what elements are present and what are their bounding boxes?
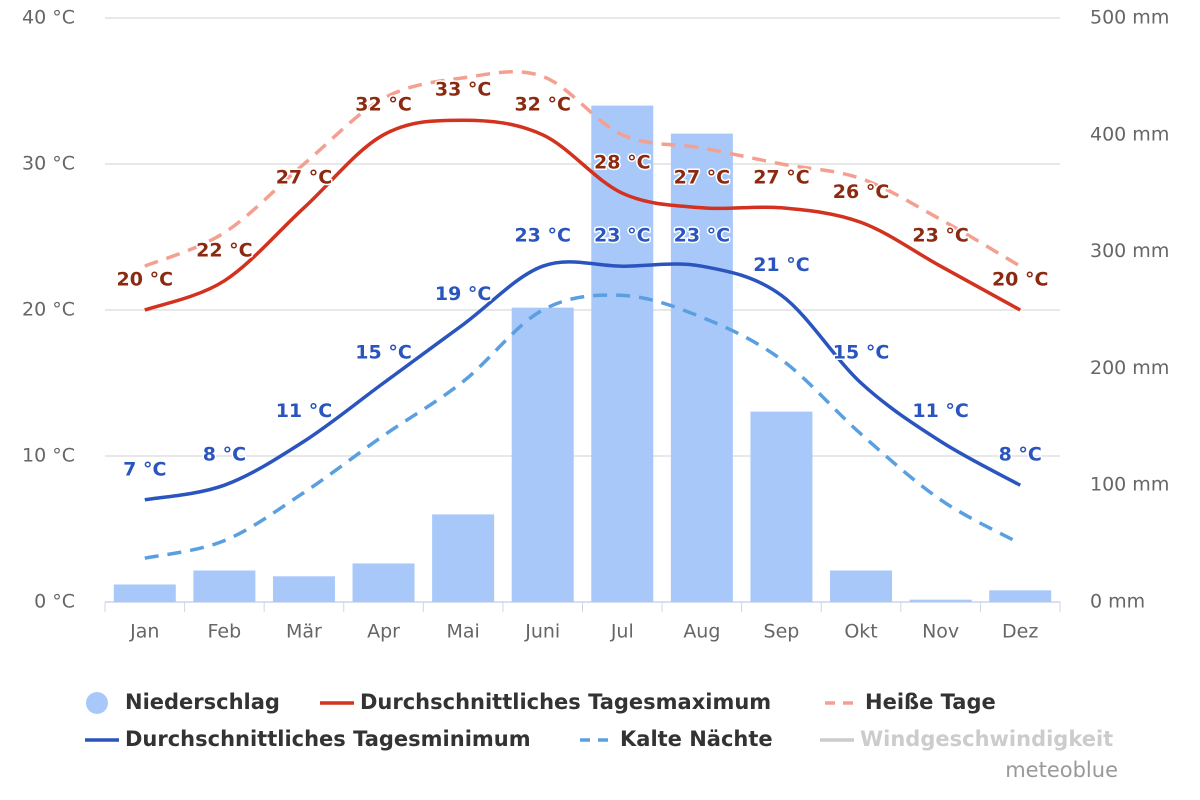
- data-label: 11 °C: [276, 400, 333, 422]
- x-tick-label: Dez: [1002, 621, 1038, 643]
- data-label: 32 °C: [514, 93, 571, 115]
- x-tick-label: Jan: [129, 621, 159, 643]
- x-tick-label: Mai: [446, 621, 479, 643]
- data-label: 32 °C: [355, 93, 412, 115]
- y-tick-label: 30 °C: [22, 153, 75, 175]
- data-label: 23 °C: [674, 225, 731, 247]
- data-label: 11 °C: [912, 400, 969, 422]
- data-label: 7 °C: [123, 458, 166, 480]
- legend-label: Niederschlag: [125, 690, 280, 714]
- data-label: 19 °C: [435, 283, 492, 305]
- data-label: 28 °C: [594, 152, 651, 174]
- bar: [272, 576, 335, 602]
- data-label: 27 °C: [276, 166, 333, 188]
- x-tick-label: Aug: [683, 621, 720, 643]
- y-tick-label: 0 °C: [34, 591, 75, 613]
- line: [144, 260, 1022, 502]
- y2-tick-label: 200 mm: [1090, 357, 1169, 379]
- legend-item[interactable]: Durchschnittliches Tagesmaximum: [320, 690, 771, 714]
- x-tick-label: Nov: [922, 621, 959, 643]
- bar: [591, 105, 654, 602]
- legend-item[interactable]: Durchschnittliches Tagesminimum: [85, 727, 531, 751]
- legend-label: Kalte Nächte: [620, 727, 773, 751]
- y2-tick-label: 400 mm: [1090, 123, 1169, 145]
- data-label: 21 °C: [753, 254, 810, 276]
- x-tick-label: Jul: [610, 621, 634, 643]
- legend-marker: [86, 692, 108, 714]
- data-label: 33 °C: [435, 79, 492, 101]
- x-tick-label: Apr: [367, 621, 400, 643]
- y-tick-label: 40 °C: [22, 7, 75, 29]
- x-tick-label: Juni: [524, 621, 560, 643]
- data-label: 27 °C: [674, 166, 731, 188]
- data-label: 8 °C: [999, 444, 1042, 466]
- legend-label: Windgeschwindigkeit: [860, 727, 1113, 751]
- legend-item[interactable]: Kalte Nächte: [580, 727, 773, 751]
- legend-item[interactable]: Windgeschwindigkeit: [820, 727, 1113, 751]
- bar: [909, 599, 972, 602]
- data-label: 26 °C: [833, 181, 890, 203]
- line: [144, 118, 1022, 312]
- bar: [830, 570, 893, 602]
- data-label: 20 °C: [117, 269, 174, 291]
- y2-tick-label: 100 mm: [1090, 474, 1169, 496]
- legend-item[interactable]: Niederschlag: [86, 690, 280, 714]
- bar: [670, 133, 733, 602]
- data-label: 23 °C: [514, 225, 571, 247]
- data-label: 23 °C: [594, 225, 651, 247]
- x-tick-label: Mär: [286, 621, 322, 643]
- bar: [113, 584, 176, 602]
- y2-tick-label: 300 mm: [1090, 240, 1169, 262]
- data-label: 15 °C: [833, 342, 890, 364]
- x-tick-label: Feb: [208, 621, 242, 643]
- data-label: 23 °C: [912, 225, 969, 247]
- data-label: 27 °C: [753, 166, 810, 188]
- y2-tick-label: 0 mm: [1090, 591, 1145, 613]
- legend-label: Durchschnittliches Tagesminimum: [125, 727, 531, 751]
- bar: [193, 570, 256, 602]
- y-tick-label: 20 °C: [22, 299, 75, 321]
- y-tick-label: 10 °C: [22, 445, 75, 467]
- legend-label: Durchschnittliches Tagesmaximum: [360, 690, 771, 714]
- bar: [750, 411, 813, 602]
- x-tick-label: Okt: [844, 621, 877, 643]
- legend-item[interactable]: Heiße Tage: [825, 690, 996, 714]
- data-label: 15 °C: [355, 342, 412, 364]
- line: [144, 293, 1022, 560]
- line: [144, 70, 1022, 268]
- data-label: 8 °C: [203, 444, 246, 466]
- bar: [352, 563, 415, 602]
- data-label: 20 °C: [992, 269, 1049, 291]
- bar: [989, 590, 1052, 602]
- data-label: 22 °C: [196, 239, 253, 261]
- bar: [511, 307, 574, 602]
- credit: meteoblue: [1005, 758, 1118, 782]
- legend-label: Heiße Tage: [865, 690, 996, 714]
- x-tick-label: Sep: [764, 621, 800, 643]
- y2-tick-label: 500 mm: [1090, 7, 1169, 29]
- bar: [432, 514, 495, 602]
